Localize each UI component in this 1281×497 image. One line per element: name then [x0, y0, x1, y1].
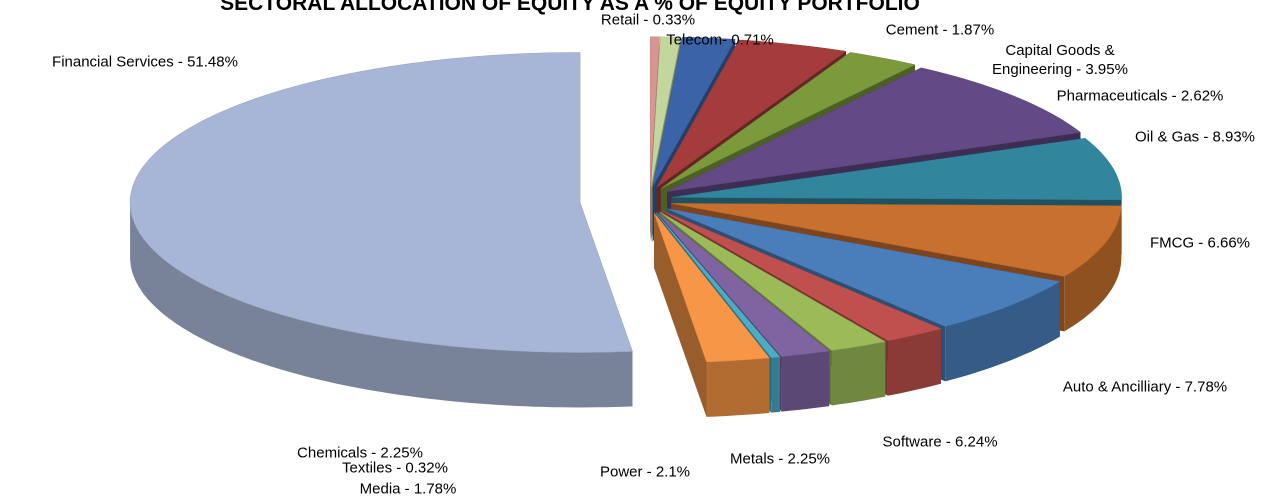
slice-label: Cement - 1.87% — [885, 21, 995, 39]
outer-face — [130, 202, 633, 408]
slice — [662, 210, 942, 341]
slice-label: Power - 2.1% — [599, 463, 691, 481]
slice — [129, 52, 633, 353]
outer-face — [887, 328, 941, 396]
slice — [671, 138, 1122, 201]
chart-title: SECTORAL ALLOCATION OF EQUITY AS A % OF … — [220, 0, 920, 15]
outer-face — [831, 341, 886, 406]
slice-label: Pharmaceuticals - 2.62% — [1056, 87, 1224, 105]
slice — [656, 39, 847, 188]
radial-face — [654, 213, 707, 417]
slice-label: Chemicals - 2.25% — [297, 444, 423, 462]
slice-label: Capital Goods & Engineering - 3.95% — [992, 42, 1128, 78]
slice — [649, 36, 660, 187]
slice — [666, 208, 1061, 327]
slice — [652, 36, 736, 188]
slice-label: Retail - 0.33% — [600, 11, 696, 29]
slice-label: Oil & Gas - 8.93% — [1134, 128, 1256, 146]
outer-face — [771, 356, 780, 413]
slice-label: Textiles - 0.32% — [342, 459, 448, 477]
slice-label: FMCG - 6.66% — [1149, 234, 1251, 252]
slice — [659, 211, 887, 351]
slice — [650, 36, 681, 187]
slice — [653, 212, 770, 363]
slice-label: Metals - 2.25% — [729, 450, 831, 468]
outer-face — [706, 358, 770, 417]
slice — [660, 52, 916, 189]
slice-label: Media - 1.78% — [359, 480, 457, 497]
outer-face — [945, 281, 1060, 382]
outer-face — [781, 351, 830, 412]
slice — [671, 203, 1122, 277]
slice-label: Financial Services - 51.48% — [52, 53, 238, 71]
slice-label: Auto & Ancilliary - 7.78% — [1062, 378, 1228, 396]
slice-label: Software - 6.24% — [882, 433, 998, 451]
slice — [657, 212, 830, 357]
slice — [655, 212, 781, 358]
outer-face — [1064, 205, 1122, 332]
slice — [666, 67, 1082, 192]
slice-label: Telecom- 0.71% — [666, 31, 774, 49]
